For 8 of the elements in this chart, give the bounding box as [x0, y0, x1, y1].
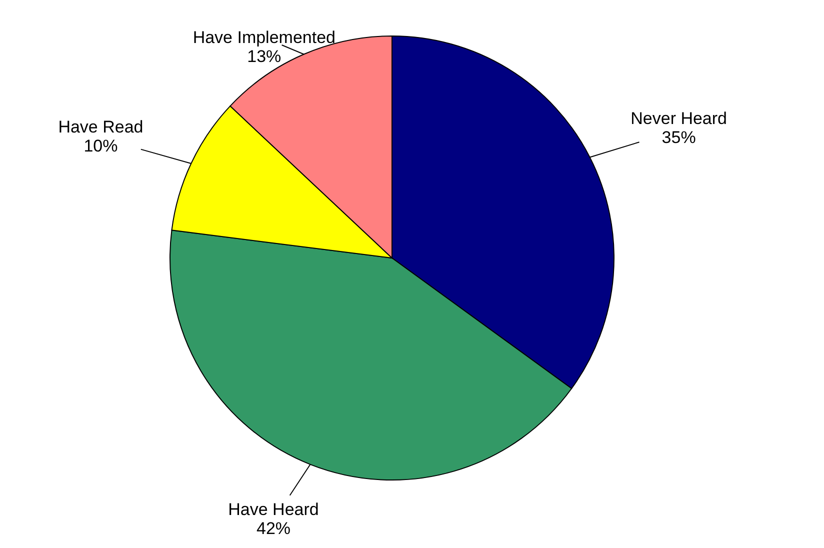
data-label: 13% — [247, 47, 282, 66]
slice-label: Never Heard — [630, 108, 728, 128]
data-label: 10% — [84, 136, 118, 156]
slice-label: Have Implemented — [192, 28, 336, 47]
data-label: 35% — [662, 128, 696, 147]
data-label: 42% — [256, 519, 291, 538]
slice-label: Have Read — [58, 118, 144, 137]
slice-label: Have Heard — [228, 500, 319, 519]
